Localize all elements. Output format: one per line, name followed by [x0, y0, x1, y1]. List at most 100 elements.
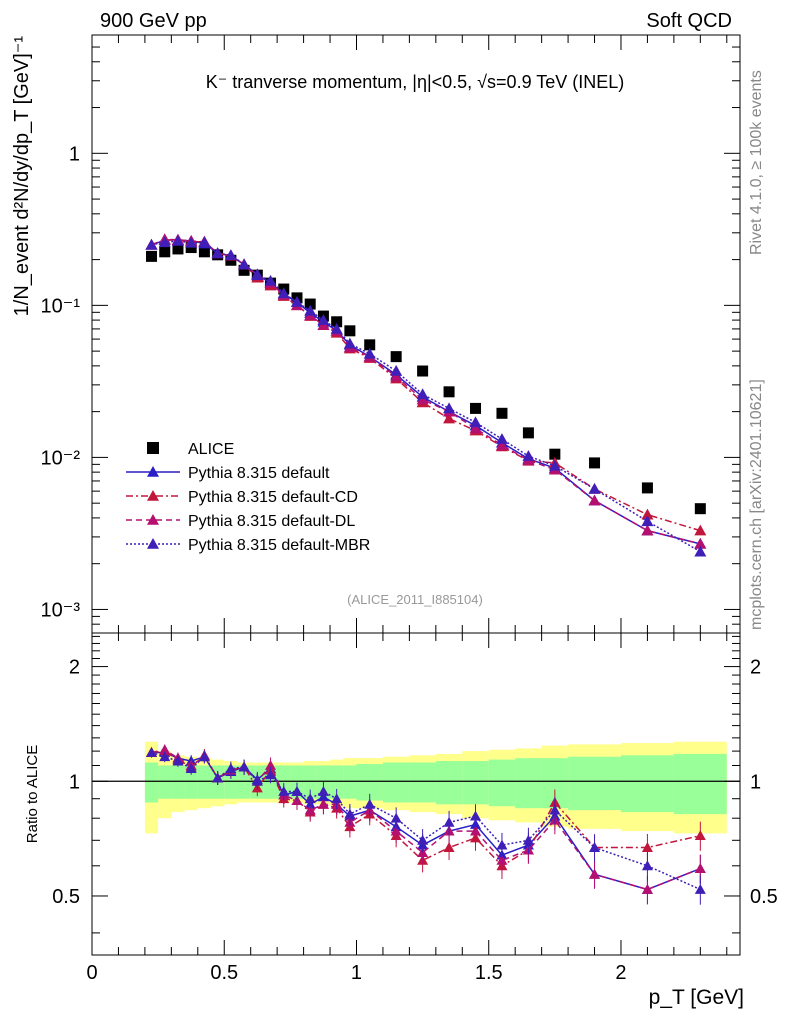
data-point-mc [171, 235, 184, 246]
ratio-y-tick-label: 0.5 [52, 886, 80, 908]
data-point-mc [443, 402, 456, 414]
data-point-alice [364, 339, 376, 351]
watermark: (ALICE_2011_I885104) [347, 592, 483, 607]
source-label: mcplots.cern.ch [arXiv:2401.10621] [748, 379, 765, 630]
data-point-mc [469, 422, 482, 434]
ratio-line [151, 751, 701, 891]
data-point-mc [185, 236, 198, 248]
legend: ALICE Pythia 8.315 default Pythia 8.315 de… [126, 441, 370, 554]
band-green [343, 765, 357, 799]
ratio-point [589, 868, 601, 879]
ratio-point [549, 804, 561, 815]
main-panel: 10⁻³ 10⁻² 10⁻¹ 1 K⁻ tranverse momentum, |η|… [11, 34, 741, 634]
data-point-alice [470, 402, 482, 414]
ratio-point [417, 834, 429, 845]
data-point-mc [588, 494, 601, 506]
header-right: Soft QCD [646, 10, 732, 32]
data-point-mc [224, 249, 237, 260]
ratio-point [470, 825, 482, 836]
data-point-alice [549, 448, 561, 460]
band-green [330, 765, 344, 799]
legend-marker [147, 466, 159, 477]
ratio-point [443, 816, 455, 827]
data-point-mc [390, 370, 403, 382]
legend-label: ALICE [188, 441, 234, 458]
data-point-mc [588, 482, 601, 494]
data-point-mc [641, 515, 654, 527]
ratio-point [238, 761, 250, 772]
data-point-mc [443, 412, 456, 424]
ratio-point [291, 786, 303, 796]
ratio-y-tick-label: 1 [69, 771, 80, 793]
data-point-mc [641, 508, 654, 520]
legend-marker-alice [147, 442, 159, 454]
x-tick-label: 0 [86, 962, 97, 984]
y-tick-label: 10⁻³ [41, 599, 81, 621]
ratio-point [694, 863, 706, 873]
data-point-mc [238, 258, 251, 270]
data-point-mc [694, 524, 707, 536]
legend-marker [147, 538, 159, 549]
x-tick-label: 2 [615, 962, 626, 984]
data-point-alice [344, 325, 356, 337]
legend-label: Pythia 8.315 default-DL [188, 513, 355, 530]
ratio-point [146, 746, 158, 757]
legend-label: Pythia 8.315 default [188, 465, 330, 482]
ratio-point [278, 786, 290, 796]
ratio-point [304, 793, 316, 804]
ratio-point [641, 883, 653, 894]
ratio-ylabel: Ratio to ALICE [24, 745, 41, 843]
series-line [151, 239, 701, 532]
data-point-mc [416, 388, 429, 400]
data-point-mc [277, 287, 290, 299]
legend-marker [147, 514, 159, 525]
band-green [290, 765, 304, 799]
band-green [409, 762, 436, 803]
band-green [303, 765, 317, 799]
ratio-point [364, 798, 376, 809]
ratio-point [470, 810, 482, 821]
y-tick-label: 1 [69, 143, 80, 165]
ratio-point [496, 839, 508, 850]
ratio-point [496, 854, 508, 865]
data-point-mc [198, 236, 211, 248]
band-green [488, 759, 516, 807]
ratio-point [159, 751, 171, 762]
ratio-point [172, 755, 184, 766]
ratio-point [159, 744, 171, 755]
band-green [382, 762, 410, 803]
data-point-mc [469, 416, 482, 428]
main-title: K⁻ tranverse momentum, |η|<0.5, √s=0.9 T… [206, 72, 625, 92]
data-point-alice [694, 503, 706, 515]
band-green [197, 765, 212, 799]
ratio-point [304, 804, 316, 815]
ratio-point [317, 798, 329, 809]
legend-label: Pythia 8.315 default-CD [188, 489, 358, 506]
data-point-mc [264, 274, 277, 286]
data-point-mc [495, 433, 508, 444]
ratio-point [443, 842, 455, 852]
data-point-mc [251, 269, 264, 280]
band-green [158, 765, 172, 799]
data-point-alice [304, 298, 316, 310]
data-point-alice [417, 365, 429, 377]
ratio-point [344, 808, 356, 819]
band-green [435, 761, 463, 805]
y-tick-label: 10⁻¹ [41, 295, 81, 317]
xlabel: p_T [GeV] [649, 986, 744, 1009]
ratio-point [694, 883, 706, 894]
data-point-mc [304, 304, 317, 316]
ratio-point [198, 751, 210, 762]
ratio-point [317, 786, 329, 796]
data-point-alice [238, 264, 250, 276]
ratio-panel: 0.5 0.5 1 1 2 2 0 0.5 1 1.5 2 Ratio to ALICE p_T [… [24, 632, 778, 1009]
ratio-point [331, 793, 343, 804]
data-point-alice [331, 316, 343, 328]
x-tick-label: 1 [351, 962, 362, 984]
ratio-point [251, 775, 263, 786]
main-ylabel: 1/N_event d²N/dy/dp_T [GeV]⁻¹ [11, 36, 33, 317]
band-green [620, 755, 674, 813]
ratio-frame [91, 632, 741, 956]
data-point-alice [390, 351, 402, 363]
